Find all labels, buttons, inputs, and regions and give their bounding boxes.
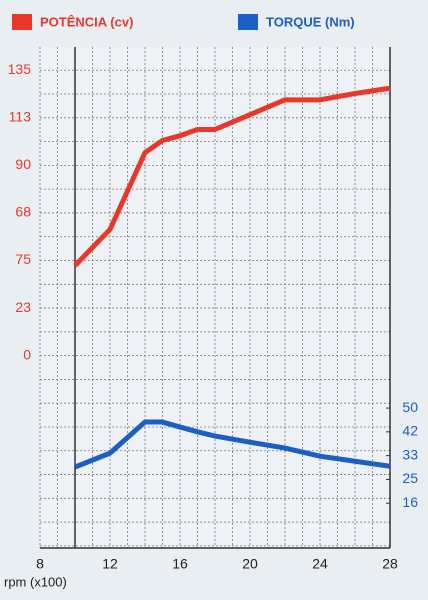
y2-tick-label: 16 bbox=[402, 494, 418, 510]
x-tick-label: 24 bbox=[312, 556, 328, 572]
x-tick-label: 16 bbox=[172, 556, 188, 572]
x-tick-label: 28 bbox=[382, 556, 398, 572]
legend-label: TORQUE (Nm) bbox=[266, 14, 355, 29]
legend-swatch bbox=[238, 14, 258, 30]
legend-swatch bbox=[12, 14, 32, 30]
y-tick-label: 113 bbox=[9, 109, 32, 125]
x-axis-label: rpm (x100) bbox=[4, 574, 67, 589]
y-tick-label: 90 bbox=[15, 156, 31, 172]
y-tick-label: 135 bbox=[8, 61, 32, 77]
legend-label: POTÊNCIA (cv) bbox=[40, 14, 133, 29]
y-tick-label: 75 bbox=[15, 251, 31, 267]
y-tick-label: 23 bbox=[15, 299, 31, 315]
y2-tick-label: 42 bbox=[402, 423, 418, 439]
y-tick-label: 68 bbox=[15, 204, 31, 220]
y2-tick-label: 33 bbox=[402, 446, 418, 462]
x-tick-label: 20 bbox=[242, 556, 258, 572]
y2-tick-label: 25 bbox=[402, 470, 418, 486]
y-tick-label: 0 bbox=[23, 346, 31, 362]
x-tick-label: 8 bbox=[36, 556, 44, 572]
x-tick-label: 12 bbox=[102, 556, 118, 572]
y2-tick-label: 50 bbox=[402, 399, 418, 415]
series-line bbox=[73, 85, 391, 268]
series-line bbox=[74, 419, 391, 470]
